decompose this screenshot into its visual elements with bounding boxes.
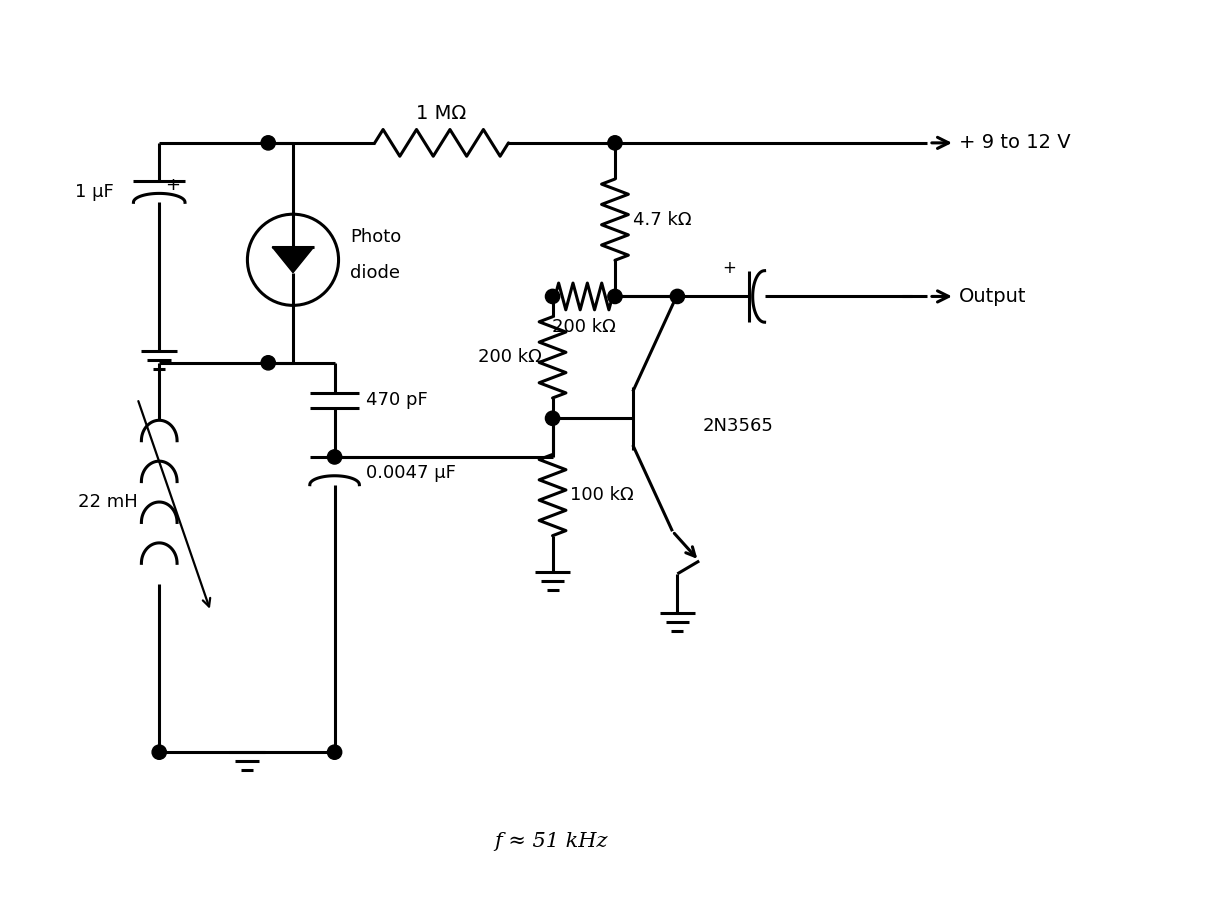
Circle shape — [261, 136, 275, 150]
Text: 2N3565: 2N3565 — [703, 418, 774, 436]
Text: f ≈ 51 kHz: f ≈ 51 kHz — [493, 832, 607, 850]
Text: 470 pF: 470 pF — [366, 392, 428, 410]
Circle shape — [152, 745, 166, 760]
Circle shape — [608, 136, 622, 150]
Text: 1 MΩ: 1 MΩ — [416, 104, 466, 123]
Text: Photo: Photo — [350, 228, 401, 246]
Circle shape — [546, 289, 559, 303]
Text: 1 μF: 1 μF — [75, 184, 114, 202]
Text: diode: diode — [350, 264, 400, 282]
Text: 22 mH: 22 mH — [78, 493, 138, 511]
Circle shape — [546, 411, 559, 426]
Text: + 9 to 12 V: + 9 to 12 V — [958, 133, 1070, 152]
Text: 200 kΩ: 200 kΩ — [479, 348, 542, 366]
Text: Output: Output — [958, 287, 1026, 306]
Circle shape — [671, 289, 684, 303]
Circle shape — [328, 450, 341, 464]
Text: 100 kΩ: 100 kΩ — [570, 486, 634, 504]
Circle shape — [261, 356, 275, 370]
Text: 4.7 kΩ: 4.7 kΩ — [633, 211, 692, 229]
Text: 0.0047 μF: 0.0047 μF — [366, 464, 457, 482]
Text: +: + — [165, 176, 180, 194]
Circle shape — [328, 745, 341, 760]
Text: +: + — [722, 258, 736, 276]
Circle shape — [608, 289, 622, 303]
Text: 200 kΩ: 200 kΩ — [552, 319, 616, 337]
Polygon shape — [272, 247, 313, 273]
